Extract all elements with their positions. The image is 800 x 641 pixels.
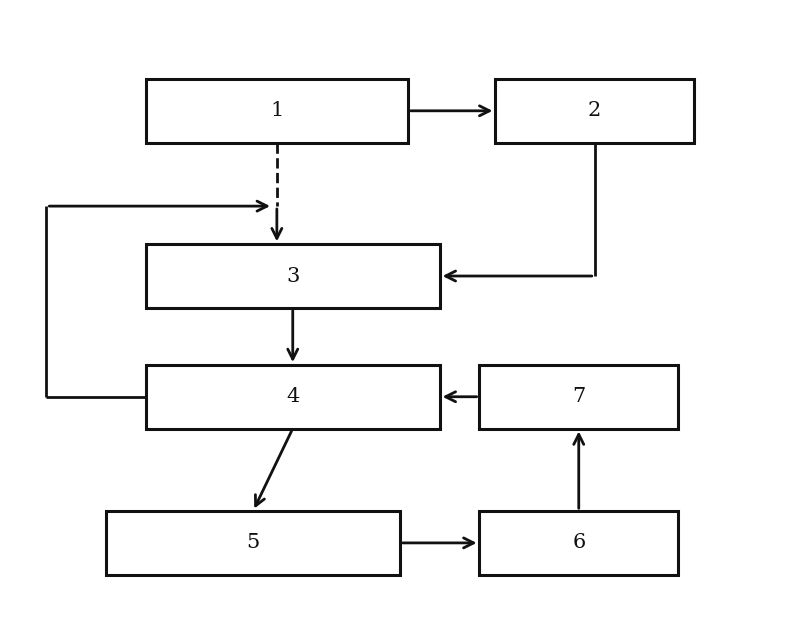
Bar	[146, 79, 408, 142]
Bar	[479, 365, 678, 429]
Bar	[146, 244, 440, 308]
Text: 2: 2	[588, 101, 602, 121]
Bar	[479, 511, 678, 575]
Text: 5: 5	[246, 533, 260, 553]
Text: 3: 3	[286, 267, 299, 285]
Text: 1: 1	[270, 101, 283, 121]
Bar	[146, 365, 440, 429]
Bar	[495, 79, 694, 142]
Text: 7: 7	[572, 387, 586, 406]
Bar	[106, 511, 400, 575]
Text: 4: 4	[286, 387, 299, 406]
Text: 6: 6	[572, 533, 586, 553]
